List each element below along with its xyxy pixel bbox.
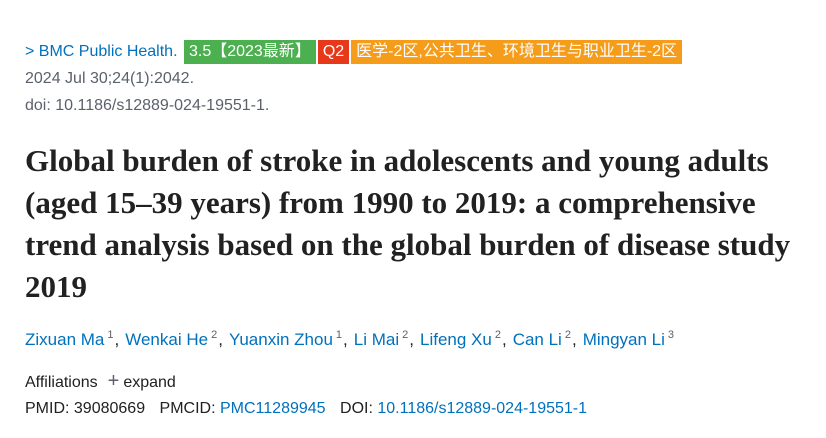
pmcid-label: PMCID: [159, 400, 216, 417]
affiliation-number[interactable]: 1 [335, 329, 343, 341]
pub-date: 2024 Jul 30;24(1):2042. [25, 70, 195, 87]
author-name[interactable]: Lifeng Xu [419, 329, 492, 349]
author: Li Mai 2 [353, 329, 414, 349]
author-name[interactable]: Wenkai He [125, 329, 209, 349]
zone-badge: 医学-2区,公共卫生、环境卫生与职业卫生-2区 [351, 40, 683, 64]
quartile-badge: Q2 [317, 40, 350, 64]
affiliation-number[interactable]: 2 [494, 329, 501, 341]
author: Mingyan Li 3 [582, 329, 675, 349]
author-name[interactable]: Mingyan Li [582, 329, 665, 349]
affiliations-row: Affiliations + expand [25, 370, 176, 393]
expand-toggle[interactable]: expand [123, 374, 176, 391]
affiliation-number[interactable]: 2 [211, 329, 218, 341]
author: Zixuan Ma 1 [25, 329, 119, 349]
author-name[interactable]: Li Mai [353, 329, 400, 349]
pmcid-link[interactable]: PMC11289945 [220, 400, 326, 417]
author-name[interactable]: Yuanxin Zhou [228, 329, 333, 349]
author: Lifeng Xu 2 [419, 329, 507, 349]
authors: Zixuan Ma1Wenkai He2Yuanxin Zhou1Li Mai2… [25, 329, 681, 350]
ids-row: PMID: 39080669 PMCID: PMC11289945 DOI: 1… [25, 400, 587, 418]
affiliations-label: Affiliations [25, 374, 98, 391]
pmid: 39080669 [73, 400, 146, 417]
affiliation-number[interactable]: 2 [564, 329, 571, 341]
plus-icon[interactable]: + [107, 370, 120, 392]
author: Wenkai He 2 [125, 329, 223, 349]
affiliation-number[interactable]: 1 [107, 329, 114, 341]
doi-link[interactable]: 10.1186/s12889-024-19551-1 [377, 400, 588, 417]
affiliation-number[interactable]: 3 [667, 329, 675, 341]
affiliation-number[interactable]: 2 [402, 329, 409, 341]
chevron: > [25, 43, 35, 60]
pmid-label: PMID: [25, 400, 70, 417]
author-name[interactable]: Zixuan Ma [25, 329, 105, 349]
impact-badge: 3.5【2023最新】 [183, 40, 316, 64]
doi: doi: 10.1186/s12889-024-19551-1. [25, 97, 270, 114]
doi-label: DOI: [340, 400, 373, 417]
journal-row: > BMC Public Health. 3.5【2023最新】 Q2 医学-2区,… [25, 40, 683, 64]
journal-link[interactable]: BMC Public Health. [38, 43, 178, 60]
article-title: Global burden of stroke in adolescents a… [25, 143, 791, 304]
author-name[interactable]: Can Li [512, 329, 562, 349]
author: Can Li 2 [512, 329, 577, 349]
author: Yuanxin Zhou 1 [228, 329, 348, 349]
